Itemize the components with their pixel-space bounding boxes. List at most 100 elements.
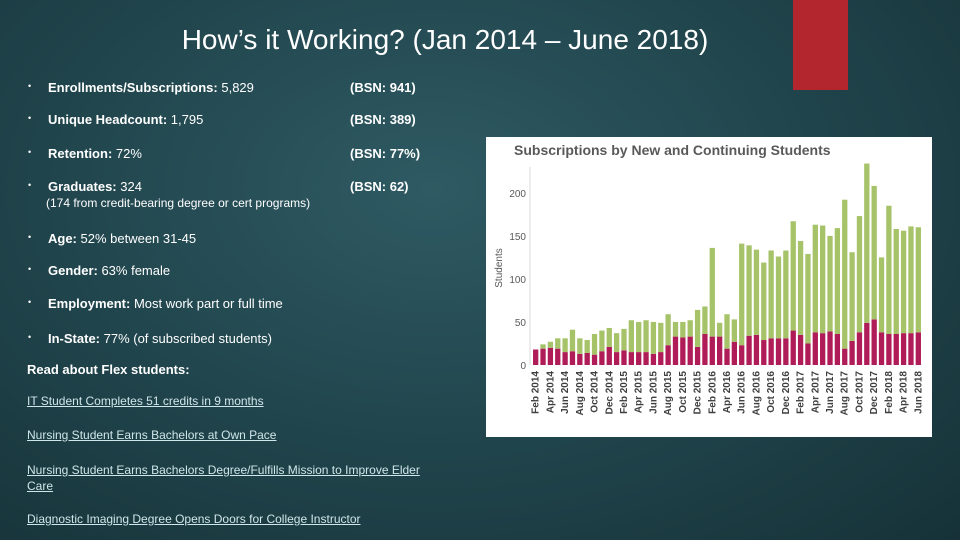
chart-bar-new [547, 347, 554, 365]
bullet-icon: • [28, 81, 32, 91]
stat-value: 77% (of subscribed students) [100, 331, 272, 346]
chart-bar-new [878, 332, 885, 365]
chart-title: Subscriptions by New and Continuing Stud… [514, 142, 831, 158]
chart-bar-new [606, 346, 612, 365]
chart-bar-new [856, 332, 863, 365]
chart-x-tick-label: Feb 2015 [619, 371, 630, 414]
stat-value: Most work part or full time [130, 296, 283, 311]
chart-bar-continuing [783, 250, 789, 339]
link-nursing-elder-care[interactable]: Nursing Student Earns Bachelors Degree/F… [27, 462, 420, 494]
stat-label: Graduates: [48, 179, 117, 194]
chart-bar-continuing [775, 256, 782, 339]
red-accent-bar [793, 0, 848, 90]
chart-x-tick-label: Oct 2015 [678, 371, 689, 413]
chart-bar-continuing [643, 320, 649, 353]
chart-bars [533, 163, 921, 365]
chart-bar-continuing [893, 228, 899, 335]
stat-label: Enrollments/Subscriptions: [48, 80, 218, 95]
link-nursing-own-pace[interactable]: Nursing Student Earns Bachelors at Own P… [27, 428, 276, 442]
chart-x-tick-label: Apr 2018 [899, 371, 910, 414]
chart-bar-continuing [665, 314, 671, 346]
chart-axes: 0 50 100 150 200 [509, 167, 531, 372]
chart-bar-new [569, 351, 576, 365]
chart-bar-continuing [827, 235, 833, 332]
chart-bar-new [871, 319, 877, 365]
chart-y-tick-label: 0 [520, 361, 526, 372]
chart-bar-continuing [878, 257, 885, 333]
chart-bar-new [797, 334, 804, 365]
chart-bar-new [672, 336, 679, 365]
chart-y-tick-label: 150 [509, 232, 526, 243]
chart-bar-new [886, 334, 892, 365]
chart-bar-continuing [746, 245, 752, 336]
chart-x-tick-label: Jun 2016 [737, 371, 748, 414]
link-text: IT Student Completes 51 credits in 9 mon… [27, 394, 264, 408]
stat-label: Unique Headcount: [48, 112, 168, 127]
chart-bar-new [658, 352, 664, 365]
stat-value: 72% [112, 146, 142, 161]
stat-label: Retention: [48, 146, 113, 161]
chart-bar-continuing [613, 333, 620, 353]
chart-x-tick-label: Apr 2016 [722, 371, 733, 414]
chart-bar-new [893, 334, 899, 365]
chart-bar-continuing [650, 321, 657, 354]
chart-bar-new [768, 338, 774, 365]
chart-bar-continuing [915, 227, 921, 333]
stat-label: Age: [48, 231, 77, 246]
chart-x-tick-label: Feb 2018 [884, 371, 895, 414]
chart-bar-new [694, 346, 701, 365]
chart-bar-continuing [834, 228, 841, 335]
chart-bar-continuing [680, 321, 686, 338]
chart-bar-new [753, 334, 760, 365]
chart-bar-continuing [540, 344, 546, 349]
chart-y-tick-label: 200 [509, 189, 526, 200]
chart-x-tick-label: Aug 2016 [751, 371, 762, 416]
chart-x-tick-label: Feb 2016 [707, 371, 718, 414]
chart-bar-continuing [628, 320, 634, 353]
stat-bsn: (BSN: 77%) [350, 146, 421, 161]
chart-bar-new [533, 349, 539, 365]
chart-bar-new [591, 354, 598, 365]
chart-x-tick-label: Feb 2014 [531, 371, 542, 414]
chart-x-tick-label: Dec 2015 [693, 371, 704, 415]
stat-label: Gender: [48, 263, 98, 278]
bullet-icon: • [28, 297, 32, 307]
link-it-student[interactable]: IT Student Completes 51 credits in 9 mon… [27, 394, 264, 408]
chart-bar-new [709, 336, 715, 365]
chart-x-tick-label: Jun 2014 [560, 371, 571, 414]
chart-bar-continuing [709, 247, 715, 337]
chart-bar-new [599, 351, 605, 365]
chart-bar-continuing [694, 309, 701, 347]
chart-bar-continuing [871, 185, 877, 320]
chart-bar-new [842, 348, 848, 365]
chart-bar-continuing [739, 243, 745, 346]
chart-bar-continuing [731, 319, 738, 342]
chart-x-tick-label: Apr 2014 [545, 371, 556, 414]
chart-svg: Subscriptions by New and Continuing Stud… [494, 142, 924, 416]
chart-bar-new [702, 334, 708, 365]
chart-bar-new [900, 333, 907, 365]
chart-bar-new [628, 352, 634, 365]
chart-bar-continuing [908, 226, 914, 334]
bullet-icon: • [28, 147, 32, 157]
chart-bar-new [834, 334, 841, 365]
chart-bar-continuing [768, 250, 774, 339]
link-text: Nursing Student Earns Bachelors Degree/F… [27, 463, 420, 477]
chart-bar-continuing [716, 322, 723, 337]
chart-bar-continuing [584, 340, 590, 353]
chart-bar-new [790, 330, 796, 365]
stat-value: 324 [116, 179, 142, 194]
link-diagnostic-imaging[interactable]: Diagnostic Imaging Degree Opens Doors fo… [27, 512, 361, 526]
chart-x-tick-label: Dec 2017 [869, 371, 880, 415]
bullet-icon: • [28, 264, 32, 274]
chart-bar-new [864, 322, 870, 365]
chart-bar-continuing [849, 252, 855, 341]
chart-bar-continuing [761, 262, 767, 341]
chart-x-tick-label: Oct 2016 [766, 371, 777, 413]
chart-bar-continuing [687, 320, 693, 337]
chart-bar-continuing [636, 321, 642, 353]
chart-bar-new [731, 341, 738, 365]
page-title: How’s it Working? (Jan 2014 – June 2018) [181, 24, 709, 55]
chart-bar-continuing [900, 230, 907, 334]
chart-x-tick-label: Dec 2014 [604, 371, 615, 415]
